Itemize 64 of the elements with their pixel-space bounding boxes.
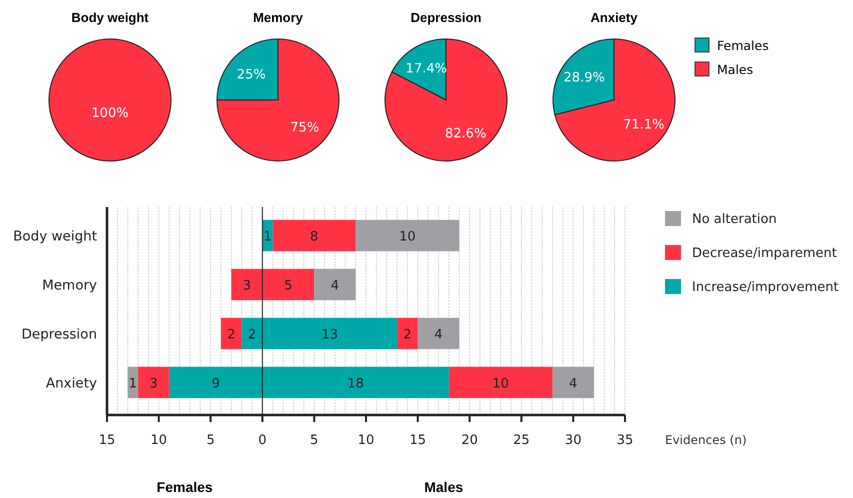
y-tick-label: Body weight	[13, 228, 97, 245]
data-label: 10	[492, 376, 509, 392]
data-label: 25%	[236, 67, 266, 82]
x-tick-label: 20	[461, 433, 478, 448]
text: Females	[156, 479, 213, 495]
data-label: 4	[330, 278, 340, 294]
data-label: 82.6%	[445, 126, 486, 142]
data-label: 4	[434, 327, 443, 342]
legend-label: Males	[717, 62, 754, 77]
bar	[128, 366, 138, 398]
legend-label: Females	[717, 38, 769, 53]
x-axis-title: Evidences (n)	[665, 433, 747, 447]
legend-label: Decrease/imparement	[692, 246, 837, 261]
data-label: 18	[347, 376, 364, 392]
data-label: 1	[128, 376, 138, 392]
data-label: 5	[284, 278, 292, 294]
pie-slice	[216, 38, 340, 162]
data-label: 8	[310, 230, 318, 245]
chart-title: Body weight	[71, 10, 150, 25]
x-tick-label: 10	[358, 433, 374, 448]
data-label: 4	[569, 376, 578, 392]
text: Males	[424, 479, 464, 495]
data-label: 13	[321, 327, 338, 342]
bar	[397, 318, 418, 350]
chart-title: Anxiety	[590, 10, 638, 25]
y-tick-label: Anxiety	[46, 375, 98, 392]
data-label: 17.4%	[406, 62, 447, 77]
legend-label: Increase/improvement	[692, 280, 839, 295]
y-tick-label: Depression	[22, 326, 97, 342]
bar	[272, 220, 356, 252]
x-tick-label: 35	[616, 433, 634, 448]
x-tick-label: 5	[310, 433, 318, 448]
data-label: 100%	[91, 106, 129, 121]
x-tick-label: 25	[513, 433, 530, 448]
data-label: 2	[248, 327, 256, 342]
chart-title: Depression	[410, 10, 482, 25]
legend-label: No alteration	[692, 212, 777, 227]
x-tick-label: 30	[564, 433, 582, 448]
data-label: 9	[212, 376, 220, 392]
pie-slice	[554, 38, 676, 162]
x-tick-label: 15	[98, 433, 116, 448]
bar	[314, 268, 356, 300]
x-tick-label: 15	[410, 433, 426, 448]
data-label: 3	[149, 376, 158, 392]
bar	[552, 366, 594, 398]
data-label: 3	[242, 278, 251, 294]
x-tick-label: 0	[258, 433, 267, 448]
bar	[138, 366, 170, 398]
x-tick-label: 10	[150, 433, 168, 448]
data-label: 75%	[290, 120, 320, 136]
data-label: 10	[399, 230, 416, 245]
x-tick-label: 5	[206, 433, 215, 448]
data-label: 1	[263, 230, 272, 245]
data-label: 2	[403, 327, 412, 342]
bar	[418, 318, 460, 350]
data-label: 28.9%	[564, 70, 605, 86]
data-label: 2	[227, 327, 236, 342]
pie-slice	[384, 38, 508, 162]
bar	[220, 318, 242, 350]
bar	[356, 220, 460, 252]
data-label: 71.1%	[623, 117, 664, 132]
y-tick-label: Memory	[42, 278, 98, 294]
chart-title: Memory	[253, 10, 304, 25]
bar	[448, 366, 552, 398]
